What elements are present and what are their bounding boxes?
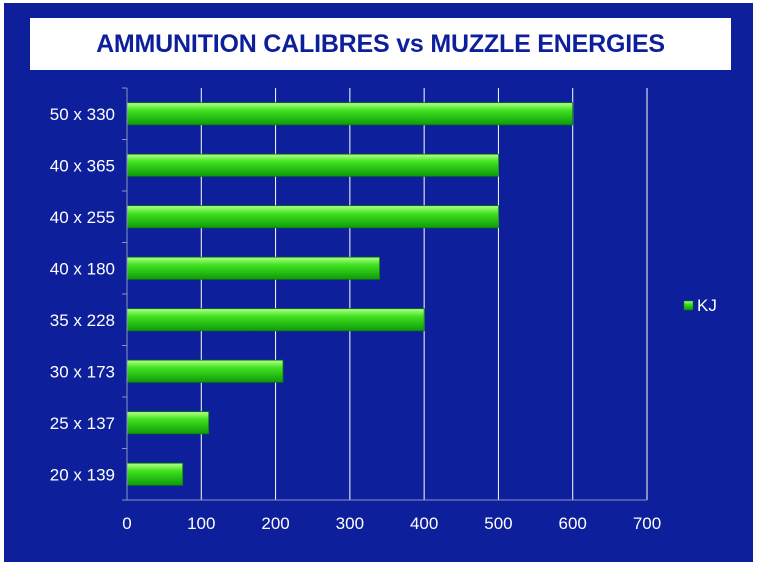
y-category-label: 40 x 180 [50,259,115,278]
chart-title: AMMUNITION CALIBRES vs MUZZLE ENERGIES [96,29,665,58]
axis-labels: 0 100 200 300 400 500 600 700 20 x 139 25 x 137 30… [50,105,661,533]
bar-30x173 [126,359,284,383]
bar-40x365 [126,153,499,177]
x-tick-label: 400 [410,514,438,533]
y-category-label: 40 x 255 [50,208,115,227]
title-box: AMMUNITION CALIBRES vs MUZZLE ENERGIES [30,18,731,70]
y-category-label: 25 x 137 [50,414,115,433]
bar-40x255 [126,205,499,229]
bar-25x137 [126,411,210,435]
x-tick-label: 0 [122,514,131,533]
bar-35x228 [126,308,425,332]
x-tick-label: 500 [484,514,512,533]
bar-20x139 [126,462,184,486]
y-category-label: 30 x 173 [50,362,115,381]
x-tick-label: 600 [559,514,587,533]
legend-swatch [683,300,694,311]
x-tick-label: 100 [187,514,215,533]
y-category-label: 50 x 330 [50,105,115,124]
bar-40x180 [126,256,380,280]
legend-label: KJ [697,296,717,315]
x-tick-label: 200 [261,514,289,533]
bar-50x330 [126,102,574,126]
axes [122,87,647,501]
legend: KJ [683,296,717,315]
x-tick-label: 300 [336,514,364,533]
y-category-label: 40 x 365 [50,156,115,175]
gridlines [200,88,648,500]
x-tick-label: 700 [633,514,661,533]
y-category-label: 20 x 139 [50,465,115,484]
y-category-label: 35 x 228 [50,311,115,330]
